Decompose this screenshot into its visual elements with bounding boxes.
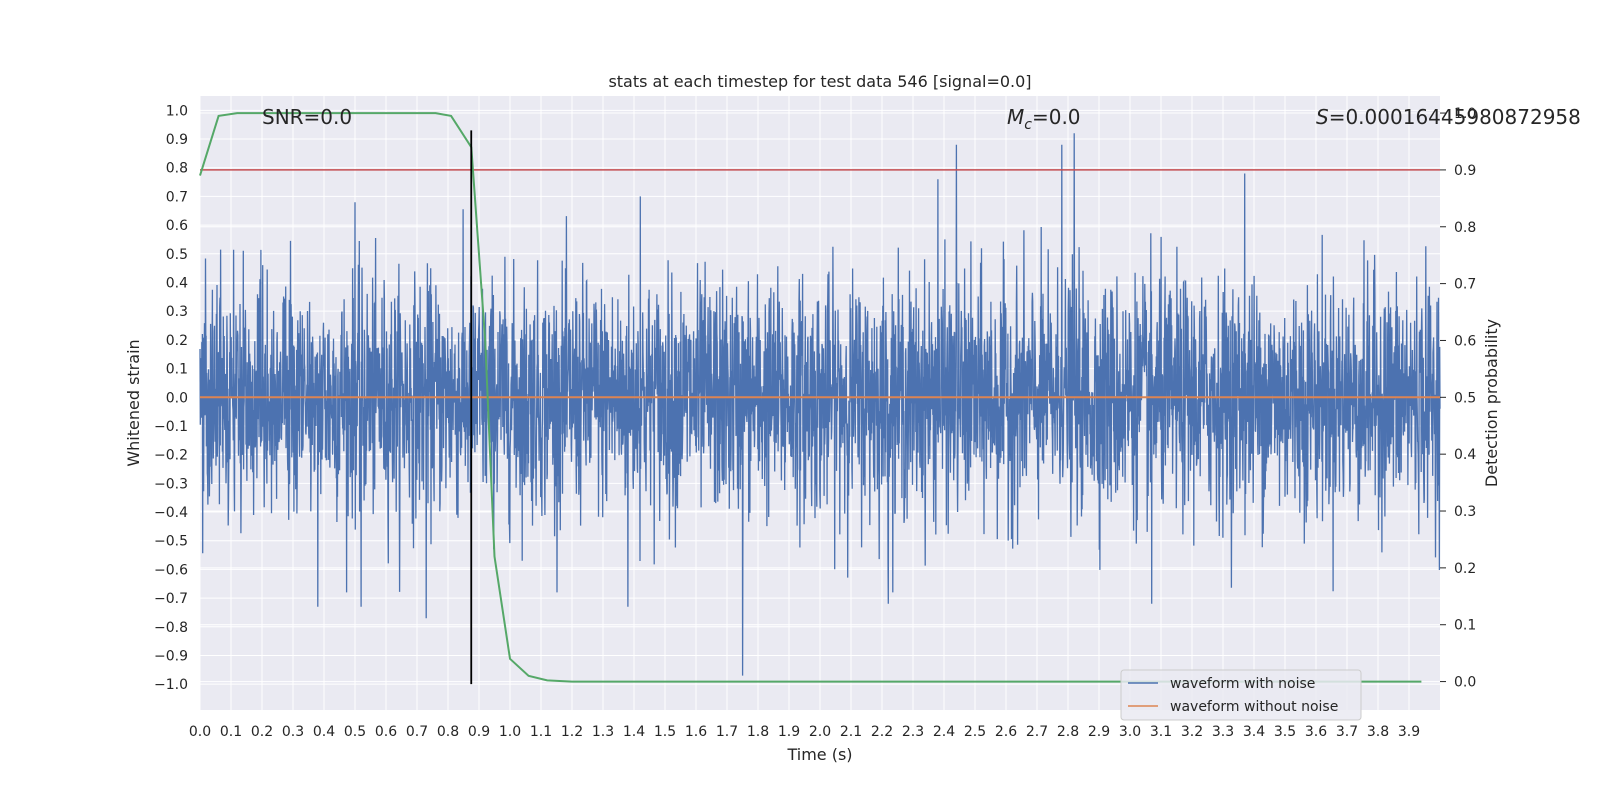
y-tick-label: 0.7 bbox=[166, 189, 188, 205]
x-tick-label: 1.2 bbox=[561, 724, 583, 740]
x-tick-label: 0.6 bbox=[375, 724, 397, 740]
mc-annotation: Mc=0.0 bbox=[1007, 105, 1081, 133]
s-symbol: S bbox=[1316, 105, 1329, 129]
y-tick-label: −1.0 bbox=[154, 677, 188, 693]
mc-symbol: M bbox=[1007, 105, 1024, 129]
x-tick-label: 3.7 bbox=[1336, 724, 1358, 740]
y-tick-label: 0.1 bbox=[166, 362, 188, 378]
x-tick-label: 0.2 bbox=[251, 724, 273, 740]
x-tick-label: 1.7 bbox=[716, 724, 738, 740]
y-tick-label: −0.9 bbox=[154, 648, 188, 664]
x-tick-label: 0.5 bbox=[344, 724, 366, 740]
series-detection-probability bbox=[199, 112, 1422, 683]
x-tick-label: 2.2 bbox=[871, 724, 893, 740]
x-tick-label: 3.2 bbox=[1181, 724, 1203, 740]
s-annotation: S=0.00016445980872958 bbox=[1316, 105, 1581, 129]
y2-tick-label: 0.1 bbox=[1454, 618, 1476, 634]
y-tick-label: −0.1 bbox=[154, 419, 188, 435]
y2-tick-label: 0.7 bbox=[1454, 277, 1476, 293]
y-tick-label: −0.8 bbox=[154, 620, 188, 636]
x-tick-label: 2.7 bbox=[1026, 724, 1048, 740]
x-tick-label: 1.5 bbox=[654, 724, 676, 740]
y-axis-label: Whitened strain bbox=[124, 339, 143, 466]
y-tick-label: 0.3 bbox=[166, 304, 188, 320]
x-axis-label: Time (s) bbox=[786, 745, 852, 764]
y-tick-labels: 1.0 0.9 0.8 0.7 0.6 0.5 0.4 0.3 0.2 0.1 0.0 −0.1 −0.… bbox=[154, 103, 188, 693]
y-tick-label: −0.6 bbox=[154, 562, 188, 578]
y2-tick-label: 0.8 bbox=[1454, 220, 1476, 236]
y2-tick-label: 0.4 bbox=[1454, 447, 1476, 463]
y-tick-label: −0.5 bbox=[154, 534, 188, 550]
y-gridlines bbox=[200, 109, 1440, 685]
y-tick-label: −0.3 bbox=[154, 476, 188, 492]
y2-tick-labels: 1.0 0.9 0.8 0.7 0.6 0.5 0.4 0.3 0.2 0.1 0.0 bbox=[1440, 106, 1476, 691]
series-layer bbox=[199, 112, 1441, 685]
y2-tick-label: 0.6 bbox=[1454, 333, 1476, 349]
x-tick-label: 2.0 bbox=[809, 724, 831, 740]
x-tick-labels: 0.0 0.1 0.2 0.3 0.4 0.5 0.6 0.7 0.8 0.9 1.0 1.1 1.2 1… bbox=[189, 724, 1420, 740]
x-tick-label: 1.8 bbox=[747, 724, 769, 740]
x-tick-label: 3.3 bbox=[1212, 724, 1234, 740]
x-tick-label: 1.4 bbox=[623, 724, 645, 740]
x-tick-label: 1.0 bbox=[499, 724, 521, 740]
x-tick-label: 1.1 bbox=[530, 724, 552, 740]
x-tick-label: 2.6 bbox=[995, 724, 1017, 740]
legend: waveform with noise waveform without noi… bbox=[1120, 669, 1362, 721]
x-tick-label: 3.0 bbox=[1119, 724, 1141, 740]
x-tick-label: 0.0 bbox=[189, 724, 211, 740]
x-tick-label: 0.9 bbox=[468, 724, 490, 740]
y2-tick-label: 0.2 bbox=[1454, 561, 1476, 577]
y2-tick-label: 1.0 bbox=[1454, 106, 1476, 122]
x-tick-label: 2.1 bbox=[840, 724, 862, 740]
y-tick-label: 0.5 bbox=[166, 247, 188, 263]
chart-title: stats at each timestep for test data 546… bbox=[608, 72, 1031, 91]
x-tick-label: 3.1 bbox=[1150, 724, 1172, 740]
x-tick-label: 0.1 bbox=[220, 724, 242, 740]
x-tick-label: 3.4 bbox=[1243, 724, 1265, 740]
legend-label-clean: waveform without noise bbox=[1170, 699, 1338, 715]
x-tick-label: 1.9 bbox=[778, 724, 800, 740]
x-tick-label: 3.5 bbox=[1274, 724, 1296, 740]
x-tick-label: 2.9 bbox=[1088, 724, 1110, 740]
y-tick-label: 0.0 bbox=[166, 390, 188, 406]
y-tick-label: −0.4 bbox=[154, 505, 188, 521]
legend-label-noise: waveform with noise bbox=[1170, 676, 1315, 692]
y2-tick-label: 0.0 bbox=[1454, 675, 1476, 691]
y2-tick-label: 0.3 bbox=[1454, 504, 1476, 520]
x-gridlines bbox=[199, 96, 1410, 710]
mc-value: =0.0 bbox=[1032, 105, 1081, 129]
x-tick-label: 2.8 bbox=[1057, 724, 1079, 740]
x-tick-label: 3.6 bbox=[1305, 724, 1327, 740]
x-tick-label: 0.4 bbox=[313, 724, 335, 740]
y-tick-label: 0.9 bbox=[166, 132, 188, 148]
y2-axis-label: Detection probability bbox=[1482, 319, 1501, 487]
x-tick-label: 1.6 bbox=[685, 724, 707, 740]
y-tick-label: 1.0 bbox=[166, 103, 188, 119]
s-value: =0.00016445980872958 bbox=[1329, 105, 1581, 129]
x-tick-label: 2.3 bbox=[902, 724, 924, 740]
x-tick-label: 1.3 bbox=[592, 724, 614, 740]
y-tick-label: −0.7 bbox=[154, 591, 188, 607]
y-tick-label: 0.8 bbox=[166, 161, 188, 177]
x-tick-label: 0.8 bbox=[437, 724, 459, 740]
x-tick-label: 0.7 bbox=[406, 724, 428, 740]
y-tick-label: 0.6 bbox=[166, 218, 188, 234]
y-tick-label: −0.2 bbox=[154, 448, 188, 464]
snr-annotation: SNR=0.0 bbox=[262, 105, 352, 129]
mc-subscript: c bbox=[1024, 117, 1032, 133]
x-tick-label: 3.8 bbox=[1367, 724, 1389, 740]
x-tick-label: 3.9 bbox=[1398, 724, 1420, 740]
x-tick-label: 2.4 bbox=[933, 724, 955, 740]
legend-box bbox=[1120, 669, 1362, 721]
y2-tick-label: 0.5 bbox=[1454, 390, 1476, 406]
x-tick-label: 2.5 bbox=[964, 724, 986, 740]
y-tick-label: 0.4 bbox=[166, 275, 188, 291]
y2-tick-label: 0.9 bbox=[1454, 163, 1476, 179]
x-tick-label: 0.3 bbox=[282, 724, 304, 740]
y-tick-label: 0.2 bbox=[166, 333, 188, 349]
series-waveform-with-noise bbox=[199, 133, 1441, 676]
